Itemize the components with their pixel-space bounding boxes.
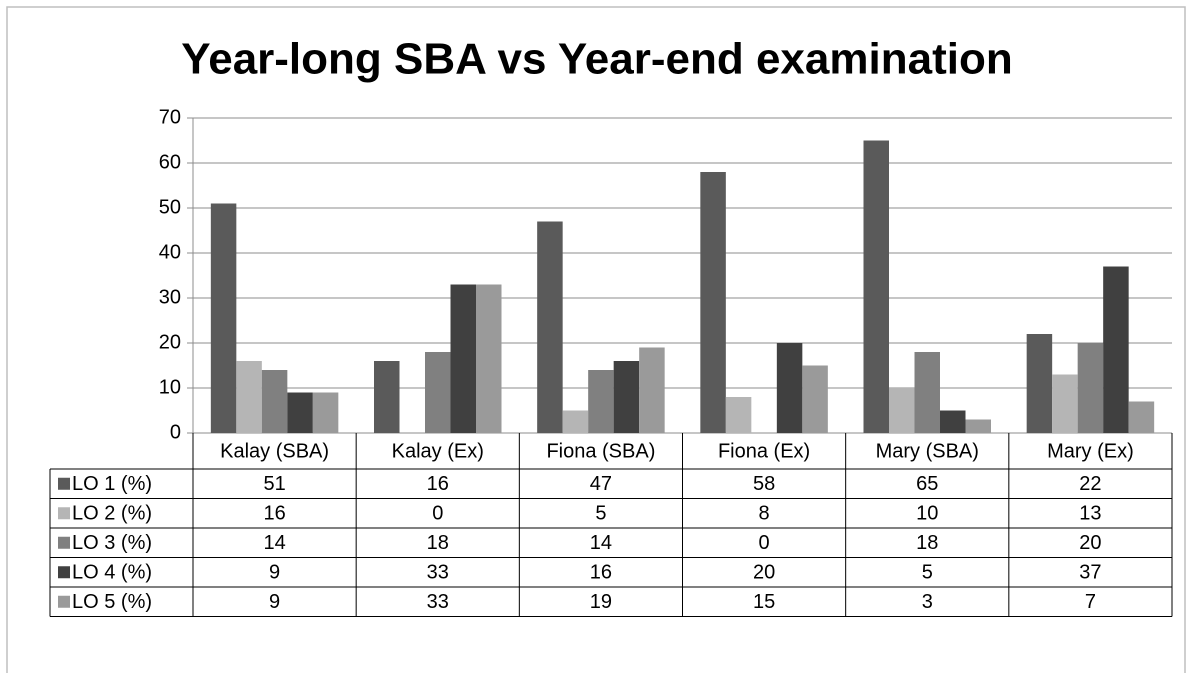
- x-tick-label: Kalay (Ex): [392, 440, 484, 462]
- bar: [700, 172, 726, 433]
- legend-swatch: [58, 595, 70, 608]
- y-tick-label: 50: [159, 196, 181, 218]
- table-value: 13: [1079, 503, 1101, 525]
- bar: [1077, 343, 1104, 433]
- table-value: 33: [427, 562, 449, 584]
- legend-swatch: [58, 507, 70, 520]
- bar: [287, 392, 313, 433]
- x-tick-label: Fiona (SBA): [546, 440, 655, 462]
- table-value: 9: [269, 562, 280, 584]
- table-value: 37: [1079, 562, 1101, 584]
- x-tick-label: Kalay (SBA): [220, 440, 329, 462]
- table-value: 15: [753, 591, 775, 613]
- x-tick-label: Fiona (Ex): [718, 440, 810, 462]
- y-tick-label: 20: [159, 331, 181, 353]
- legend-label: LO 4 (%): [72, 562, 152, 584]
- bar: [236, 361, 262, 433]
- bar: [450, 284, 476, 433]
- legend-swatch: [58, 566, 70, 579]
- table-value: 14: [590, 532, 612, 554]
- table-value: 0: [759, 532, 770, 554]
- bar: [965, 419, 991, 433]
- table-value: 9: [269, 591, 280, 613]
- bar: [476, 284, 502, 433]
- bar: [613, 361, 640, 433]
- bar: [914, 352, 940, 433]
- table-value: 5: [922, 562, 933, 584]
- table-value: 14: [263, 532, 285, 554]
- table-value: 18: [916, 532, 938, 554]
- y-tick-label: 70: [159, 106, 181, 128]
- table-value: 8: [759, 503, 770, 525]
- legend-label: LO 2 (%): [72, 503, 152, 525]
- bar: [588, 370, 614, 433]
- table-value: 51: [263, 473, 285, 495]
- table-value: 20: [1079, 532, 1101, 554]
- legend-label: LO 3 (%): [72, 532, 152, 554]
- bar: [863, 140, 889, 433]
- bar: [889, 388, 915, 433]
- bar: [312, 392, 339, 433]
- table-value: 18: [427, 532, 449, 554]
- legend-swatch: [58, 536, 70, 549]
- bar: [1052, 374, 1078, 433]
- bar: [725, 397, 752, 433]
- bar: [374, 361, 400, 433]
- table-value: 47: [590, 473, 612, 495]
- x-tick-label: Mary (Ex): [1047, 440, 1134, 462]
- table-value: 16: [590, 562, 612, 584]
- bar: [639, 347, 665, 433]
- table-value: 5: [595, 503, 606, 525]
- table-value: 3: [922, 591, 933, 613]
- y-tick-label: 30: [159, 286, 181, 308]
- y-tick-label: 60: [159, 151, 181, 173]
- bar: [562, 410, 589, 433]
- chart-title: Year-long SBA vs Year-end examination: [181, 35, 1012, 84]
- bar: [1103, 266, 1129, 433]
- bar: [261, 370, 288, 433]
- table-value: 58: [753, 473, 775, 495]
- legend-label: LO 1 (%): [72, 473, 152, 495]
- y-tick-label: 10: [159, 376, 181, 398]
- bar: [537, 221, 563, 433]
- bar: [425, 352, 451, 433]
- bar: [210, 203, 237, 433]
- table-value: 10: [916, 503, 938, 525]
- bar: [1128, 401, 1155, 433]
- table-value: 22: [1079, 473, 1101, 495]
- x-tick-label: Mary (SBA): [876, 440, 979, 462]
- chart-frame: [6, 6, 1186, 673]
- table-value: 33: [427, 591, 449, 613]
- table-value: 16: [427, 473, 449, 495]
- table-value: 20: [753, 562, 775, 584]
- table-value: 65: [916, 473, 938, 495]
- legend-swatch: [58, 477, 70, 490]
- bar: [776, 343, 803, 433]
- table-value: 7: [1085, 591, 1096, 613]
- y-tick-label: 0: [170, 421, 181, 443]
- y-tick-label: 40: [159, 241, 181, 263]
- bar: [940, 410, 966, 433]
- bar: [802, 365, 828, 433]
- bar: [1026, 334, 1053, 433]
- legend-label: LO 5 (%): [72, 591, 152, 613]
- table-value: 0: [432, 503, 443, 525]
- table-value: 16: [263, 503, 285, 525]
- table-value: 19: [590, 591, 612, 613]
